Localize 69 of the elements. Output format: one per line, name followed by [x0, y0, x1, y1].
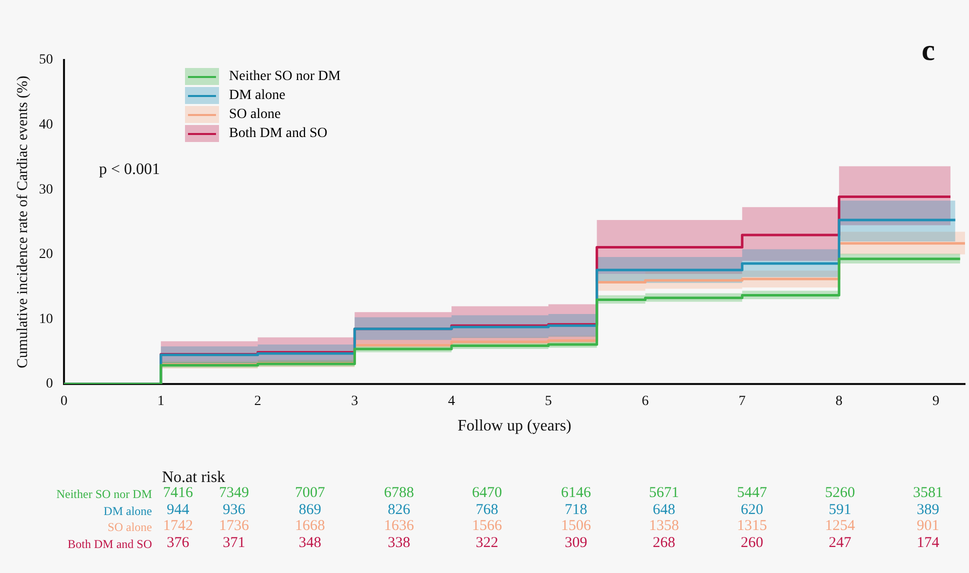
legend-label: Both DM and SO — [229, 126, 328, 142]
text: 389 — [916, 502, 940, 518]
x-tick-label: 7 — [738, 394, 746, 410]
text: 1668 — [295, 518, 325, 535]
text: 5260 — [825, 485, 855, 502]
text: 174 — [916, 534, 940, 552]
text: 309 — [564, 534, 588, 552]
y-tick-label: 40 — [39, 117, 53, 132]
text: 936 — [222, 502, 246, 518]
text: 591 — [828, 502, 852, 518]
text: 620 — [740, 502, 764, 518]
text: 6146 — [561, 485, 591, 502]
chart-title: c — [922, 34, 935, 67]
text: 901 — [916, 518, 940, 535]
y-axis-title: Cumulative incidence rate of Cardiac events (%) — [14, 76, 31, 368]
text: 7007 — [295, 485, 325, 502]
text: 1736 — [219, 518, 249, 535]
text: 5447 — [737, 485, 767, 502]
text: No.at risk — [162, 469, 226, 487]
x-tick-label: 1 — [157, 394, 164, 410]
x-tick-label: 8 — [836, 394, 843, 410]
text: 648 — [652, 502, 676, 518]
text: 826 — [388, 502, 410, 518]
y-tick-label: 50 — [39, 52, 53, 68]
text: SO alone — [108, 520, 152, 535]
x-tick-label: 6 — [642, 394, 649, 410]
text: 6470 — [472, 485, 502, 502]
text: Both DM and SO — [68, 536, 152, 552]
text: Neither SO nor DM — [56, 487, 152, 502]
legend-label: Neither SO nor DM — [229, 68, 341, 84]
x-tick-label: 4 — [448, 394, 456, 410]
text: 1358 — [649, 518, 679, 535]
y-tick-label: 30 — [39, 182, 53, 198]
text: 322 — [476, 534, 498, 552]
x-tick-label: 2 — [254, 394, 262, 410]
text: 7416 — [163, 485, 193, 502]
x-tick-label: 5 — [544, 394, 552, 410]
legend-label: DM alone — [229, 88, 286, 104]
text: 1254 — [825, 518, 855, 535]
text: 5671 — [649, 485, 679, 502]
text: 7349 — [219, 485, 249, 502]
text: 338 — [388, 534, 410, 552]
text: 1506 — [561, 518, 591, 535]
x-axis-title: Follow up (years) — [458, 418, 572, 435]
text: 944 — [166, 502, 190, 518]
text: 869 — [298, 502, 322, 518]
y-tick-label: 10 — [39, 312, 53, 327]
text: 260 — [740, 534, 764, 552]
text: 376 — [166, 534, 190, 552]
text: 1315 — [737, 518, 767, 535]
text: 718 — [564, 502, 588, 518]
x-tick-label: 0 — [60, 394, 68, 410]
text: DM alone — [104, 504, 152, 518]
text: 268 — [652, 534, 676, 552]
x-tick-label: 3 — [351, 394, 358, 410]
text: 768 — [476, 502, 498, 518]
text: 247 — [828, 534, 852, 552]
annotation: p < 0.001 — [99, 161, 160, 178]
text: 3581 — [913, 485, 943, 502]
y-tick-label: 0 — [46, 376, 53, 392]
y-tick-label: 20 — [39, 247, 53, 262]
text: 6788 — [384, 485, 414, 502]
legend-label: SO alone — [229, 106, 281, 122]
text: 348 — [298, 534, 322, 552]
text: 1742 — [163, 518, 193, 535]
text: 371 — [222, 534, 246, 552]
text: 1566 — [472, 518, 502, 535]
x-tick-label: 9 — [932, 394, 940, 410]
text: 1636 — [384, 518, 414, 535]
